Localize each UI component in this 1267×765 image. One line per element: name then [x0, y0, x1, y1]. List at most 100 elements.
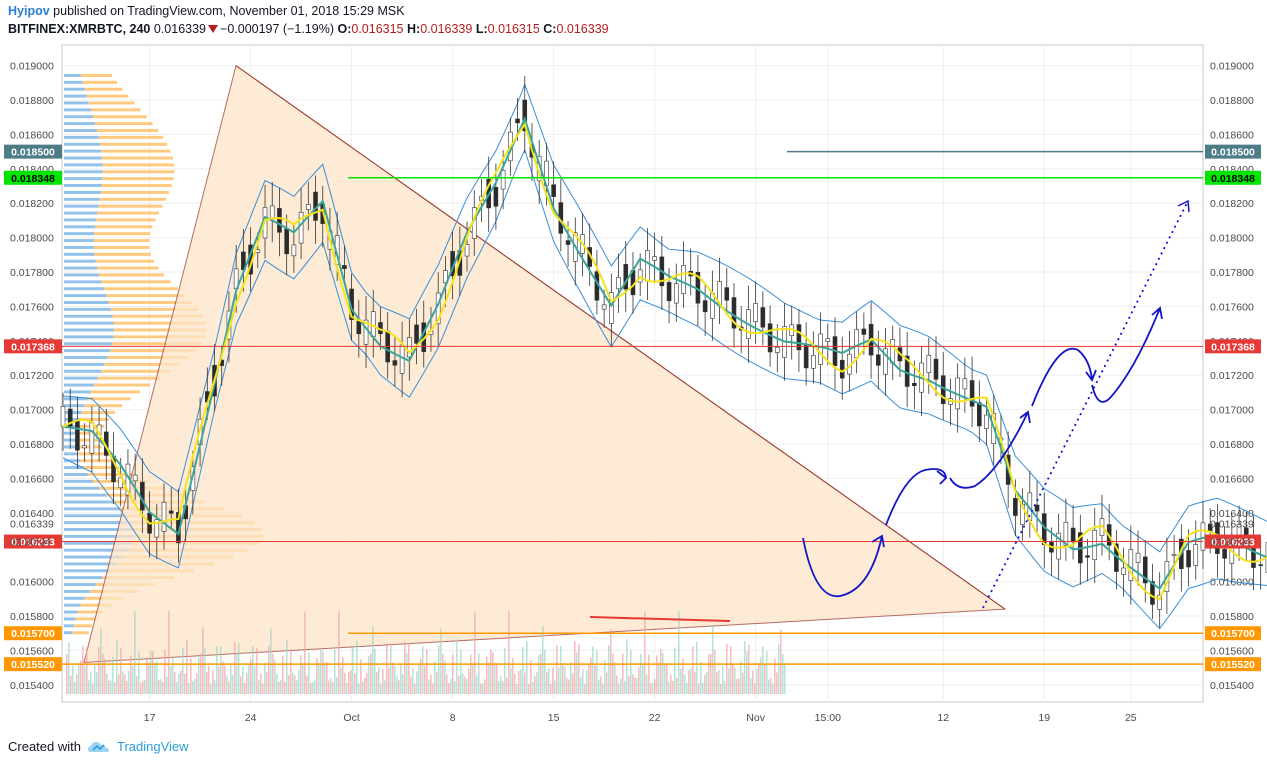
volume-profile-down — [77, 610, 103, 614]
y-tick-left: 0.016800 — [10, 439, 54, 451]
volume-bar — [280, 679, 282, 694]
volume-profile-up — [64, 197, 100, 201]
volume-bar — [194, 679, 196, 694]
volume-bar — [126, 680, 128, 694]
volume-profile-up — [64, 94, 87, 98]
volume-bar — [628, 676, 630, 694]
volume-bar — [132, 665, 134, 694]
close-label: C: — [543, 22, 557, 36]
volume-profile-up — [64, 603, 81, 607]
volume-profile-up — [64, 307, 111, 311]
volume-bar — [414, 683, 416, 694]
candle-down — [284, 228, 289, 255]
close-value: 0.016339 — [556, 22, 609, 36]
volume-bar — [528, 683, 530, 694]
volume-bar — [702, 682, 704, 694]
volume-bar — [470, 654, 472, 694]
volume-bar — [284, 681, 286, 694]
candle-down — [1013, 498, 1018, 516]
volume-profile-up — [64, 232, 95, 236]
candle-up — [637, 269, 643, 283]
candle-down — [414, 324, 419, 344]
candle-down — [515, 118, 520, 124]
volume-bar — [452, 654, 454, 694]
volume-bar — [752, 670, 754, 694]
volume-bar — [572, 673, 574, 694]
volume-bar — [178, 673, 180, 694]
candle-up — [161, 501, 167, 532]
volume-bar — [676, 678, 678, 694]
candle-down — [1070, 527, 1076, 543]
volume-bar — [146, 659, 148, 694]
volume-profile-up — [64, 369, 102, 373]
volume-bar — [352, 647, 354, 694]
volume-bar — [324, 662, 326, 694]
volume-bar — [252, 646, 254, 694]
volume-profile-down — [99, 197, 167, 201]
symbol-info: BITFINEX:XMRBTC, 240 0.016339 −0.000197 (… — [8, 22, 609, 36]
volume-bar — [300, 655, 302, 694]
volume-profile-down — [79, 417, 109, 421]
volume-profile-up — [64, 245, 94, 249]
volume-bar — [652, 682, 654, 694]
volume-bar — [678, 610, 680, 694]
volume-bar — [200, 653, 202, 694]
candle-down — [168, 510, 174, 514]
volume-bar — [536, 672, 538, 694]
candle-down — [522, 99, 528, 132]
volume-bar — [160, 679, 162, 694]
tradingview-link[interactable]: TradingView — [116, 739, 189, 754]
x-tick: 15 — [548, 712, 560, 724]
volume-bar — [474, 611, 476, 694]
volume-bar — [96, 671, 98, 694]
volume-bar — [402, 674, 404, 694]
volume-profile-down — [84, 87, 123, 91]
tradingview-cloud-icon — [87, 741, 109, 752]
volume-bar — [456, 639, 458, 694]
volume-bar — [454, 681, 456, 694]
volume-profile-up — [64, 204, 99, 208]
volume-bar — [406, 652, 408, 694]
candle-up — [291, 244, 297, 257]
candle-up — [407, 337, 412, 358]
volume-bar — [522, 646, 524, 694]
volume-bar — [240, 676, 242, 694]
volume-bar — [418, 663, 420, 694]
volume-profile-down — [93, 245, 150, 249]
volume-bar — [348, 672, 350, 694]
created-with: Created with — [8, 739, 81, 754]
volume-bar — [576, 652, 578, 694]
volume-profile-down — [110, 307, 199, 311]
volume-profile-down — [112, 342, 202, 346]
volume-bar — [480, 683, 482, 694]
author-name[interactable]: Hyipov — [8, 4, 50, 18]
volume-bar — [762, 646, 764, 694]
volume-bar — [686, 682, 688, 694]
candle-up — [443, 270, 448, 284]
volume-bar — [290, 648, 292, 694]
volume-profile-down — [102, 170, 175, 174]
volume-bar — [666, 664, 668, 694]
x-tick: Nov — [746, 712, 765, 724]
candle-up — [89, 422, 95, 454]
volume-bar — [176, 681, 178, 694]
volume-bar — [218, 666, 220, 694]
candle-up — [269, 205, 275, 220]
volume-bar — [380, 683, 382, 694]
volume-bar — [500, 676, 502, 694]
volume-profile-up — [64, 287, 104, 291]
volume-bar — [370, 653, 372, 694]
candle-up — [883, 348, 888, 375]
candle-up — [132, 474, 138, 482]
volume-bar — [688, 670, 690, 694]
volume-bar — [92, 683, 94, 694]
volume-bar — [772, 683, 774, 694]
volume-bar — [84, 666, 86, 694]
candle-up — [652, 256, 657, 261]
volume-bar — [778, 644, 780, 694]
candle-down — [67, 408, 73, 427]
volume-bar — [758, 662, 760, 694]
volume-profile-up — [64, 472, 88, 476]
volume-bar — [274, 659, 276, 694]
